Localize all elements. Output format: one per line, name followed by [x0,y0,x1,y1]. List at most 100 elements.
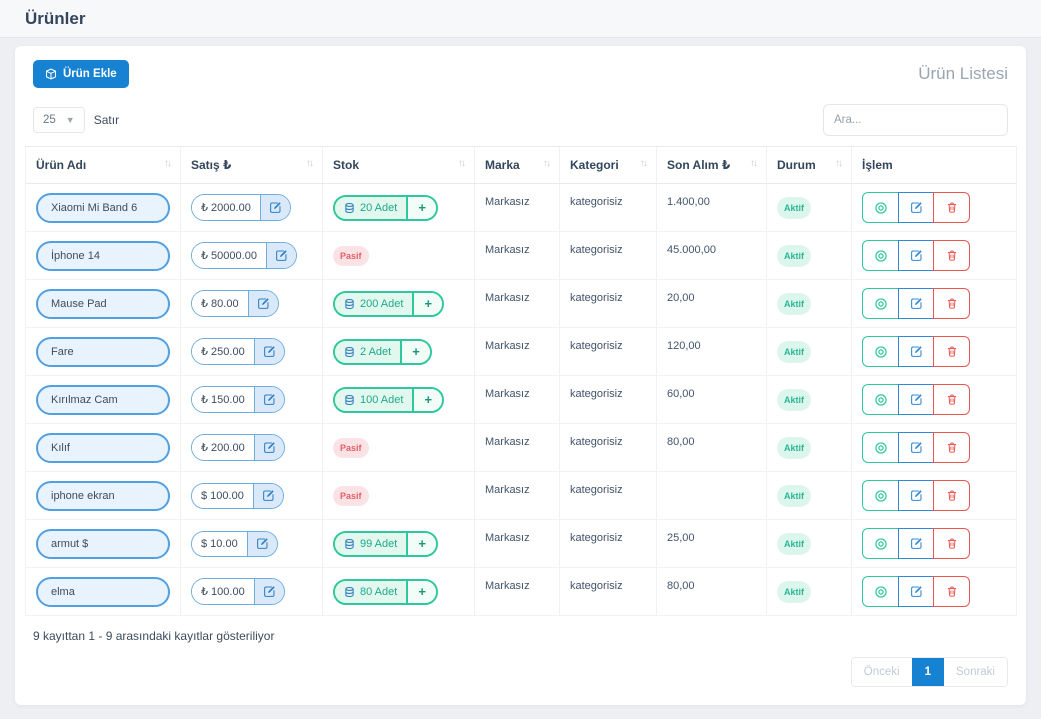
view-button[interactable] [862,384,899,415]
edit-button[interactable] [897,192,935,223]
pencil-square-icon [910,490,922,501]
price-editor[interactable]: ₺ 2000.00 [191,194,291,221]
records-info: 9 kayıttan 1 - 9 arasındaki kayıtlar gös… [33,629,275,643]
product-name-button[interactable]: Fare [36,336,170,367]
edit-button[interactable] [897,432,935,463]
add-product-button[interactable]: Ürün Ekle [33,60,129,88]
database-icon [345,346,354,357]
product-name-button[interactable]: Kırılmaz Cam [36,384,170,415]
delete-button[interactable] [933,288,970,319]
delete-button[interactable] [933,576,970,607]
view-button[interactable] [862,192,899,223]
product-name-button[interactable]: Xiaomi Mi Band 6 [36,192,170,223]
product-name-button[interactable]: Kılıf [36,432,170,463]
column-header-satis[interactable]: Satış ₺ ↑↓ [180,146,323,184]
edit-price-button[interactable] [253,435,284,460]
edit-button[interactable] [897,528,935,559]
database-icon [345,298,354,309]
view-button[interactable] [862,528,899,559]
view-button[interactable] [862,576,899,607]
edit-price-button[interactable] [247,291,278,316]
trash-icon [947,394,956,405]
delete-button[interactable] [933,336,970,367]
edit-button[interactable] [897,576,935,607]
action-group [862,384,970,415]
column-header-son-alim[interactable]: Son Alım ₺ ↑↓ [656,146,767,184]
price-editor[interactable]: ₺ 250.00 [191,338,285,365]
column-header-kategori[interactable]: Kategori ↑↓ [559,146,657,184]
status-badge: Aktif [777,196,811,219]
price-value: ₺ 250.00 [192,339,254,364]
column-header-stok[interactable]: Stok ↑↓ [322,146,475,184]
view-button[interactable] [862,336,899,367]
price-value: $ 10.00 [192,531,247,556]
price-editor[interactable]: $ 100.00 [191,482,284,509]
add-product-label: Ürün Ekle [63,68,117,80]
trash-icon [947,250,956,261]
table-row: İphone 14 ₺ 50000.00 Pasif Markasız kategori… [25,231,1017,280]
circle-dot-icon [874,297,887,310]
delete-button[interactable] [933,480,970,511]
table-row: Kılıf ₺ 200.00 Pasif Markasız kategorisiz 80,… [25,423,1017,472]
last-purchase-text: 80,00 [667,580,695,592]
column-header-urun-adi[interactable]: Ürün Adı ↑↓ [25,146,181,184]
view-button[interactable] [862,480,899,511]
price-editor[interactable]: ₺ 100.00 [191,578,285,605]
add-stock-button[interactable]: + [406,196,436,219]
edit-price-button[interactable] [252,483,283,508]
price-editor[interactable]: $ 10.00 [191,530,278,557]
status-badge: Aktif [777,244,811,267]
products-table: Ürün Adı ↑↓ Satış ₺ ↑↓ Stok ↑↓ Marka ↑↓ Kategori… [25,146,1017,616]
edit-button[interactable] [897,240,935,271]
edit-button[interactable] [897,480,935,511]
sort-icon: ↑↓ [835,158,843,169]
product-name-button[interactable]: iphone ekran [36,480,170,511]
table-row: iphone ekran $ 100.00 Pasif Markasız kategor… [25,471,1017,520]
add-stock-button[interactable]: + [412,388,443,411]
add-stock-button[interactable]: + [406,532,436,555]
previous-page-button[interactable]: Önceki [851,658,912,686]
edit-price-button[interactable] [253,387,284,412]
column-header-marka[interactable]: Marka ↑↓ [474,146,560,184]
table-row: armut $ $ 10.00 99 Adet + Markasız kategorisi… [25,519,1017,568]
view-button[interactable] [862,288,899,319]
add-stock-button[interactable]: + [412,292,443,315]
price-editor[interactable]: ₺ 50000.00 [191,242,297,269]
delete-button[interactable] [933,432,970,463]
edit-price-button[interactable] [246,531,277,556]
add-stock-button[interactable]: + [406,580,436,603]
column-header-durum[interactable]: Durum ↑↓ [766,146,852,184]
chevron-down-icon: ▼ [65,115,75,125]
brand-text: Markasız [485,340,530,352]
view-button[interactable] [862,432,899,463]
delete-button[interactable] [933,192,970,223]
search-input[interactable] [823,104,1008,136]
product-name-button[interactable]: elma [36,576,170,607]
rows-per-page-select[interactable]: 25 ▼ [33,107,85,133]
circle-dot-icon [874,585,887,598]
delete-button[interactable] [933,240,970,271]
stock-count: 99 Adet [335,532,407,555]
brand-text: Markasız [485,292,530,304]
add-stock-button[interactable]: + [400,340,430,363]
product-name-button[interactable]: İphone 14 [36,240,170,271]
edit-price-button[interactable] [265,243,296,268]
price-editor[interactable]: ₺ 200.00 [191,434,285,461]
trash-icon [947,346,956,357]
current-page-button[interactable]: 1 [911,658,944,686]
next-page-button[interactable]: Sonraki [944,658,1007,686]
delete-button[interactable] [933,528,970,559]
category-text: kategorisiz [570,340,623,352]
edit-button[interactable] [897,288,935,319]
product-name-button[interactable]: armut $ [36,528,170,559]
edit-price-button[interactable] [253,579,284,604]
delete-button[interactable] [933,384,970,415]
edit-button[interactable] [897,336,935,367]
edit-price-button[interactable] [253,339,284,364]
product-name-button[interactable]: Mause Pad [36,288,170,319]
view-button[interactable] [862,240,899,271]
price-editor[interactable]: ₺ 80.00 [191,290,279,317]
edit-button[interactable] [897,384,935,415]
edit-price-button[interactable] [259,195,290,220]
price-editor[interactable]: ₺ 150.00 [191,386,285,413]
